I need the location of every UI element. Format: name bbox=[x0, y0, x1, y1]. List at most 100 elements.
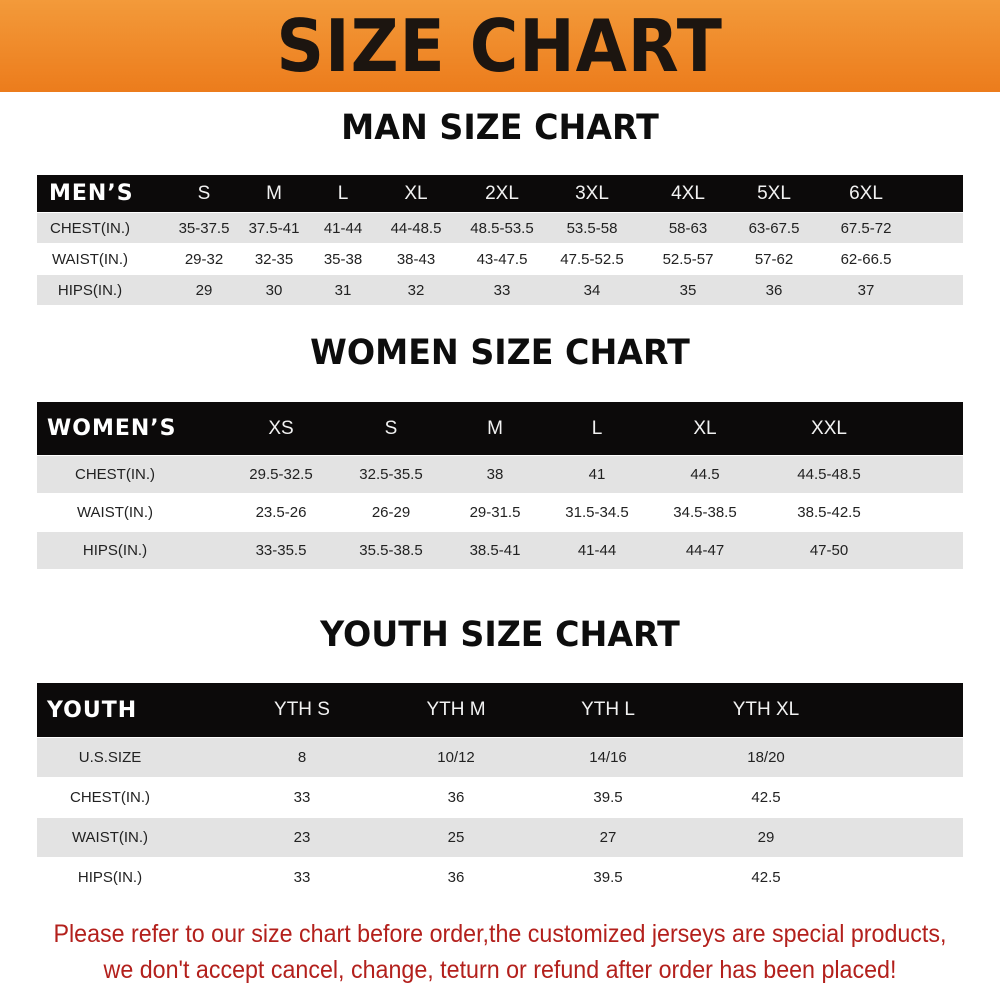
page-title: SIZE CHART bbox=[276, 4, 724, 88]
table-cell: 38.5-42.5 bbox=[797, 504, 861, 521]
header-label: MEN’S bbox=[49, 181, 134, 206]
row-label: WAIST(IN.) bbox=[76, 504, 154, 521]
table-cell: 23.5-26 bbox=[255, 504, 307, 521]
table-cell: 57-62 bbox=[754, 250, 794, 268]
table-cell: 34 bbox=[583, 281, 601, 299]
table-cell: 31 bbox=[334, 281, 352, 299]
row-label: U.S.SIZE bbox=[78, 749, 142, 766]
size-column-header: XL bbox=[404, 182, 428, 204]
table-row: CHEST(IN.) 33 36 39.5 42.5 bbox=[37, 778, 963, 817]
notice-line-2: we don't accept cancel, change, teturn o… bbox=[103, 956, 897, 984]
table-row: HIPS(IN.) 33-35.5 35.5-38.5 38.5-41 41-44 44-… bbox=[37, 532, 963, 569]
table-cell: 39.5 bbox=[593, 869, 623, 886]
table-cell: 33 bbox=[493, 281, 511, 299]
size-column-header: M bbox=[266, 182, 282, 204]
women-header-row: WOMEN’S XS S M L XL XXL bbox=[37, 402, 963, 455]
table-row: WAIST(IN.) 23.5-26 26-29 29-31.5 31.5-34.5 34… bbox=[37, 494, 963, 531]
row-label: CHEST(IN.) bbox=[50, 219, 130, 237]
table-cell: 44-47 bbox=[685, 542, 725, 559]
size-column-header: XXL bbox=[811, 417, 847, 439]
table-cell: 29 bbox=[757, 829, 775, 846]
table-cell: 44-48.5 bbox=[390, 219, 442, 237]
size-column-header: 6XL bbox=[849, 182, 883, 204]
table-cell: 35 bbox=[679, 281, 697, 299]
table-cell: 48.5-53.5 bbox=[470, 219, 534, 237]
table-row: WAIST(IN.) 23 25 27 29 bbox=[37, 818, 963, 857]
women-section-title: WOMEN SIZE CHART bbox=[310, 333, 690, 373]
table-cell: 38 bbox=[486, 466, 504, 483]
table-cell: 27 bbox=[599, 829, 617, 846]
table-cell: 10/12 bbox=[437, 749, 475, 766]
table-cell: 38.5-41 bbox=[469, 542, 521, 559]
size-column-header: 5XL bbox=[757, 182, 791, 204]
table-cell: 36 bbox=[447, 789, 465, 806]
size-column-header: XL bbox=[693, 417, 717, 439]
table-cell: 36 bbox=[447, 869, 465, 886]
table-row: CHEST(IN.) 29.5-32.5 32.5-35.5 38 41 44.5 44.5… bbox=[37, 456, 963, 493]
size-column-header: YTH XL bbox=[732, 699, 800, 720]
table-cell: 32 bbox=[407, 281, 425, 299]
row-label: HIPS(IN.) bbox=[82, 542, 148, 559]
header-label: WOMEN’S bbox=[47, 416, 177, 441]
table-cell: 42.5 bbox=[751, 789, 781, 806]
table-cell: 33-35.5 bbox=[255, 542, 307, 559]
table-row: HIPS(IN.) 33 36 39.5 42.5 bbox=[37, 858, 963, 897]
table-cell: 41-44 bbox=[323, 219, 363, 237]
table-cell: 30 bbox=[265, 281, 283, 299]
size-column-header: L bbox=[337, 182, 349, 204]
notice-line-1: Please refer to our size chart before or… bbox=[53, 920, 947, 948]
table-cell: 35-38 bbox=[323, 250, 363, 268]
table-cell: 8 bbox=[297, 749, 307, 766]
table-cell: 35.5-38.5 bbox=[359, 542, 423, 559]
table-cell: 67.5-72 bbox=[840, 219, 892, 237]
size-column-header: 4XL bbox=[671, 182, 705, 204]
row-label: WAIST(IN.) bbox=[51, 250, 129, 268]
men-section-title: MAN SIZE CHART bbox=[341, 108, 659, 148]
table-cell: 38-43 bbox=[396, 250, 436, 268]
size-column-header: 2XL bbox=[485, 182, 519, 204]
table-cell: 53.5-58 bbox=[566, 219, 618, 237]
table-row: HIPS(IN.) 29 30 31 32 33 34 35 36 37 bbox=[37, 275, 963, 305]
size-column-header: L bbox=[591, 417, 603, 439]
table-cell: 32.5-35.5 bbox=[359, 466, 423, 483]
table-cell: 43-47.5 bbox=[476, 250, 528, 268]
table-cell: 32-35 bbox=[254, 250, 294, 268]
table-cell: 34.5-38.5 bbox=[673, 504, 737, 521]
table-cell: 33 bbox=[293, 869, 311, 886]
table-cell: 35-37.5 bbox=[178, 219, 230, 237]
row-label: HIPS(IN.) bbox=[57, 281, 123, 299]
table-cell: 23 bbox=[293, 829, 311, 846]
table-cell: 63-67.5 bbox=[748, 219, 800, 237]
row-label: WAIST(IN.) bbox=[71, 829, 149, 846]
table-cell: 52.5-57 bbox=[662, 250, 714, 268]
size-column-header: YTH L bbox=[581, 699, 635, 720]
table-cell: 47.5-52.5 bbox=[560, 250, 624, 268]
size-column-header: 3XL bbox=[575, 182, 609, 204]
table-cell: 29-31.5 bbox=[469, 504, 521, 521]
row-label: CHEST(IN.) bbox=[75, 466, 155, 483]
size-column-header: M bbox=[487, 417, 503, 439]
men-header-row: MEN’S S M L XL 2XL 3XL 4XL 5XL 6XL bbox=[37, 175, 963, 212]
size-chart-banner: SIZE CHART bbox=[0, 0, 1000, 92]
table-cell: 31.5-34.5 bbox=[565, 504, 629, 521]
size-column-header: YTH M bbox=[426, 699, 486, 720]
table-cell: 18/20 bbox=[747, 749, 785, 766]
youth-header-row: YOUTH YTH S YTH M YTH L YTH XL bbox=[37, 683, 963, 737]
table-cell: 14/16 bbox=[589, 749, 627, 766]
table-cell: 29 bbox=[195, 281, 213, 299]
table-cell: 62-66.5 bbox=[840, 250, 892, 268]
table-cell: 41 bbox=[588, 466, 606, 483]
youth-section-title: YOUTH SIZE CHART bbox=[320, 615, 680, 655]
table-cell: 39.5 bbox=[593, 789, 623, 806]
table-row: CHEST(IN.) 35-37.5 37.5-41 41-44 44-48.5 48.5… bbox=[37, 213, 963, 243]
table-cell: 44.5-48.5 bbox=[797, 466, 861, 483]
table-cell: 47-50 bbox=[809, 542, 849, 559]
table-cell: 33 bbox=[293, 789, 311, 806]
size-column-header: S bbox=[197, 182, 211, 204]
table-cell: 37 bbox=[857, 281, 875, 299]
table-cell: 41-44 bbox=[577, 542, 617, 559]
table-cell: 29-32 bbox=[184, 250, 224, 268]
size-column-header: S bbox=[384, 417, 398, 439]
table-cell: 44.5 bbox=[690, 466, 720, 483]
row-label: HIPS(IN.) bbox=[77, 869, 143, 886]
